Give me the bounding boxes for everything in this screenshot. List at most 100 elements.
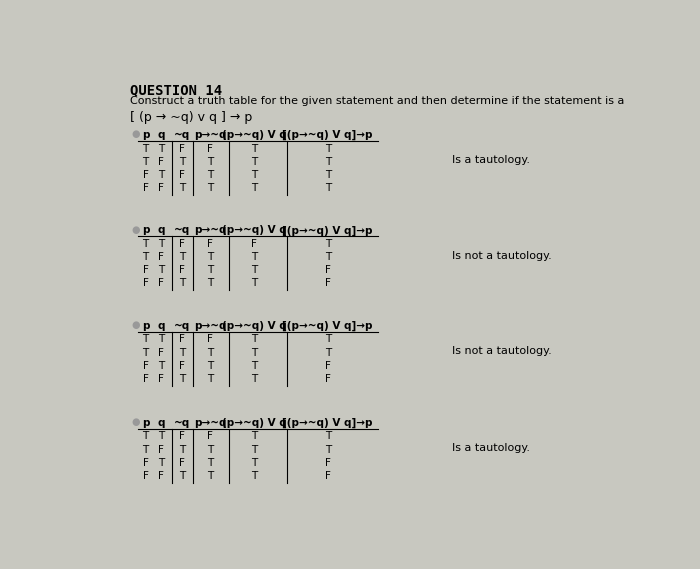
Text: T: T — [143, 156, 148, 167]
Text: T: T — [179, 156, 186, 167]
Text: p: p — [142, 418, 149, 428]
Text: F: F — [179, 265, 185, 275]
Text: [(p→~q) V q]→p: [(p→~q) V q]→p — [283, 225, 373, 236]
Text: F: F — [179, 170, 185, 180]
Text: T: T — [251, 183, 258, 193]
Text: T: T — [158, 431, 164, 442]
Text: F: F — [158, 252, 164, 262]
Text: F: F — [325, 471, 330, 481]
Text: F: F — [251, 239, 257, 249]
Text: T: T — [251, 252, 258, 262]
Text: T: T — [206, 252, 213, 262]
Text: T: T — [158, 361, 164, 370]
Text: T: T — [325, 431, 331, 442]
Text: T: T — [251, 143, 258, 154]
Text: Is not a tautology.: Is not a tautology. — [452, 347, 552, 356]
Text: F: F — [179, 431, 185, 442]
Text: T: T — [179, 252, 186, 262]
Text: p: p — [142, 321, 149, 331]
Text: T: T — [251, 471, 258, 481]
Text: [(p→~q) V q]→p: [(p→~q) V q]→p — [283, 321, 373, 331]
Text: T: T — [251, 278, 258, 288]
Text: T: T — [251, 170, 258, 180]
Text: T: T — [251, 374, 258, 384]
Text: T: T — [325, 156, 331, 167]
Text: T: T — [325, 143, 331, 154]
Text: T: T — [143, 348, 148, 357]
Text: F: F — [325, 374, 330, 384]
Text: ●: ● — [132, 225, 140, 234]
Text: T: T — [206, 374, 213, 384]
Text: T: T — [325, 239, 331, 249]
Text: p: p — [142, 225, 149, 236]
Text: (p→~q) V q: (p→~q) V q — [222, 225, 286, 236]
Text: Is a tautology.: Is a tautology. — [452, 443, 530, 453]
Text: T: T — [251, 361, 258, 370]
Text: T: T — [251, 348, 258, 357]
Text: T: T — [143, 143, 148, 154]
Text: F: F — [207, 143, 213, 154]
Text: T: T — [206, 471, 213, 481]
Text: T: T — [325, 170, 331, 180]
Text: F: F — [325, 278, 330, 288]
Text: T: T — [325, 444, 331, 455]
Text: F: F — [143, 183, 148, 193]
Text: F: F — [179, 335, 185, 344]
Text: T: T — [158, 335, 164, 344]
Text: F: F — [325, 361, 330, 370]
Text: ~q: ~q — [174, 418, 190, 428]
Text: F: F — [143, 170, 148, 180]
Text: QUESTION 14: QUESTION 14 — [130, 84, 223, 98]
Text: F: F — [207, 431, 213, 442]
Text: [(p→~q) V q]→p: [(p→~q) V q]→p — [283, 130, 373, 140]
Text: q: q — [158, 418, 165, 428]
Text: ●: ● — [132, 417, 140, 427]
Text: p→~q: p→~q — [194, 130, 226, 140]
Text: T: T — [158, 265, 164, 275]
Text: T: T — [143, 239, 148, 249]
Text: Is a tautology.: Is a tautology. — [452, 155, 530, 166]
Text: T: T — [158, 170, 164, 180]
Text: F: F — [143, 374, 148, 384]
Text: T: T — [325, 335, 331, 344]
Text: F: F — [179, 457, 185, 468]
Text: T: T — [251, 431, 258, 442]
Text: T: T — [325, 252, 331, 262]
Text: T: T — [325, 348, 331, 357]
Text: T: T — [251, 444, 258, 455]
Text: T: T — [143, 444, 148, 455]
Text: F: F — [179, 361, 185, 370]
Text: p→~q: p→~q — [194, 321, 226, 331]
Text: T: T — [206, 156, 213, 167]
Text: T: T — [158, 239, 164, 249]
Text: F: F — [143, 361, 148, 370]
Text: T: T — [179, 471, 186, 481]
Text: (p→~q) V q: (p→~q) V q — [222, 321, 286, 331]
Text: F: F — [143, 471, 148, 481]
Text: F: F — [207, 239, 213, 249]
Text: F: F — [325, 457, 330, 468]
Text: F: F — [143, 265, 148, 275]
Text: T: T — [143, 431, 148, 442]
Text: q: q — [158, 130, 165, 140]
Text: T: T — [179, 348, 186, 357]
Text: T: T — [206, 348, 213, 357]
Text: F: F — [158, 183, 164, 193]
Text: ●: ● — [132, 129, 140, 139]
Text: [(p→~q) V q]→p: [(p→~q) V q]→p — [283, 418, 373, 428]
Text: F: F — [158, 471, 164, 481]
Text: T: T — [251, 156, 258, 167]
Text: [ (p → ~q) v q ] → p: [ (p → ~q) v q ] → p — [130, 110, 253, 123]
Text: F: F — [207, 335, 213, 344]
Text: F: F — [179, 239, 185, 249]
Text: T: T — [206, 361, 213, 370]
Text: (p→~q) V q: (p→~q) V q — [222, 130, 286, 140]
Text: ~q: ~q — [174, 225, 190, 236]
Text: T: T — [179, 444, 186, 455]
Text: T: T — [179, 278, 186, 288]
Text: ~q: ~q — [174, 130, 190, 140]
Text: F: F — [158, 348, 164, 357]
Text: F: F — [143, 278, 148, 288]
Text: p→~q: p→~q — [194, 418, 226, 428]
Text: T: T — [206, 170, 213, 180]
